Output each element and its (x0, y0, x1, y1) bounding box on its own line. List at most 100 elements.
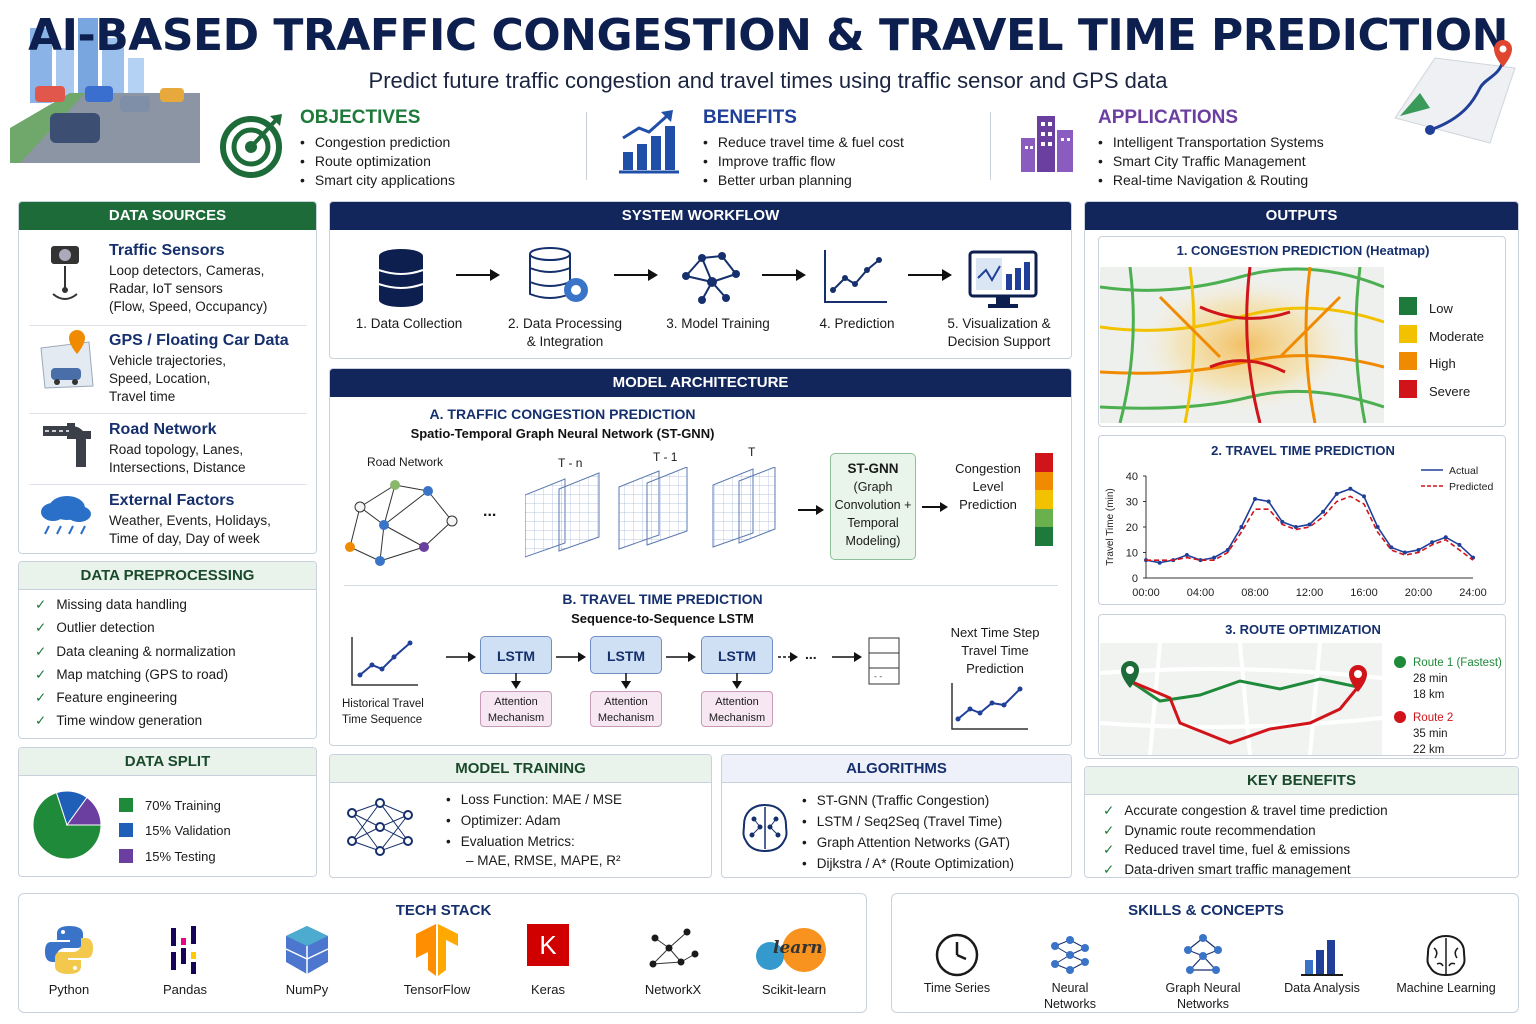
skill-item: Neural Networks (1015, 932, 1125, 1012)
attention-block: Attention Mechanism (701, 691, 773, 727)
data-point (1389, 545, 1394, 550)
arrow-icon (922, 500, 948, 518)
historical-sequence-label: Historical Travel Time Sequence (342, 698, 424, 726)
x-tick-label: 12:00 (1296, 587, 1324, 599)
svg-text:- -: - - (874, 672, 882, 681)
list-item: Smart City Traffic Management (1098, 152, 1324, 171)
data-source-description: Loop detectors, Cameras, Radar, IoT sens… (109, 263, 268, 314)
data-point (1362, 494, 1366, 499)
arrow-icon (666, 650, 696, 668)
algorithms-heading: ALGORITHMS (722, 755, 1071, 783)
list-item: Smart city applications (300, 171, 455, 190)
data-preprocessing-panel: DATA PREPROCESSING Missing data handling… (18, 561, 317, 739)
lstm-block: LSTM (590, 636, 662, 674)
header-map-illustration (1385, 38, 1525, 148)
data-source-description: Vehicle trajectories, Speed, Location, T… (109, 353, 227, 404)
route-dot (1394, 656, 1406, 668)
time-step-label: T - 1 (653, 450, 678, 464)
data-point (1375, 525, 1380, 529)
list-item: Route optimization (300, 152, 455, 171)
output-sequence-icon: - - (868, 637, 900, 690)
brain-icon (1386, 932, 1506, 980)
applications-section: APPLICATIONS Intelligent Transportation … (1098, 107, 1324, 190)
model-training-panel: MODEL TRAINING Loss Function: MAE / MSE … (329, 754, 712, 878)
data-point (1321, 509, 1326, 514)
page-subtitle: Predict future traffic congestion and tr… (368, 68, 1168, 93)
key-benefits-list: Accurate congestion & travel time predic… (1103, 801, 1387, 879)
route-dot (1394, 711, 1406, 723)
legend-item: 15% Validation (119, 823, 231, 838)
arrow-icon (832, 650, 862, 668)
data-point (1334, 491, 1339, 496)
data-point (1198, 558, 1203, 563)
header-city-illustration (10, 18, 200, 163)
data-point (1293, 525, 1298, 529)
route-legend-item: Route 1 (Fastest) 28 min 18 km (1394, 655, 1502, 703)
skill-item: Data Analysis (1267, 932, 1377, 996)
list-item: Optimizer: Adam (446, 810, 622, 831)
arrow-icon (908, 267, 952, 288)
python-icon (14, 924, 124, 982)
list-item: Reduce travel time & fuel cost (703, 133, 904, 152)
legend-swatch (1399, 380, 1417, 398)
skills-heading: SKILLS & CONCEPTS (1128, 902, 1284, 919)
data-split-heading: DATA SPLIT (19, 748, 316, 776)
x-tick-label: 00:00 (1132, 587, 1160, 599)
visualization-icon (968, 250, 1038, 315)
data-processing-icon (528, 246, 594, 313)
divider (29, 325, 307, 326)
gps-car-icon (39, 330, 95, 397)
bar-chart-icon (1267, 932, 1377, 980)
next-step-label: Next Time Step Travel Time Prediction (950, 625, 1040, 676)
arrow-icon (620, 673, 632, 694)
legend-label: Predicted (1449, 481, 1494, 493)
arrow-icon (446, 650, 476, 668)
list-item: Dijkstra / A* (Route Optimization) (802, 853, 1014, 874)
data-point (1280, 519, 1285, 524)
list-item: Congestion prediction (300, 133, 455, 152)
legend-item: Severe (1399, 380, 1470, 399)
skills-panel: SKILLS & CONCEPTS Time Series Neural Net… (891, 893, 1519, 1013)
card-title: 3. ROUTE OPTIMIZATION (1225, 622, 1381, 637)
legend-item: Low (1399, 297, 1453, 316)
tech-stack-panel: TECH STACK Python Pandas NumPy TensorFlo… (18, 893, 867, 1013)
prediction-icon (823, 248, 889, 311)
data-point (1184, 553, 1189, 558)
list-item: Better urban planning (703, 171, 904, 190)
legend-item: High (1399, 352, 1456, 371)
arrow-icon (778, 650, 798, 668)
outputs-panel: OUTPUTS 1. CONGESTION PREDICTION (Heatma… (1084, 201, 1519, 759)
keras-icon: K (493, 924, 603, 982)
workflow-step-label: 3. Model Training (666, 316, 770, 331)
arrow-icon (731, 673, 743, 694)
list-item: Graph Attention Networks (GAT) (802, 832, 1014, 853)
page-title: AI-BASED TRAFFIC CONGESTION & TRAVEL TIM… (28, 10, 1508, 61)
data-point (1225, 547, 1230, 552)
data-source-title: GPS / Floating Car Data (109, 332, 289, 349)
arrow-icon (510, 673, 522, 694)
objectives-heading: OBJECTIVES (300, 107, 421, 128)
model-architecture-heading: MODEL ARCHITECTURE (330, 369, 1071, 397)
skill-item: Machine Learning (1386, 932, 1506, 996)
data-point (1348, 486, 1353, 491)
congestion-output-label: Congestion Level Prediction (955, 461, 1021, 512)
data-source-title: Traffic Sensors (109, 242, 225, 259)
key-benefits-heading: KEY BENEFITS (1085, 767, 1518, 795)
section-a-subtitle: Spatio-Temporal Graph Neural Network (ST… (410, 426, 715, 441)
objectives-list: Congestion prediction Route optimization… (300, 133, 455, 190)
data-source-description: Weather, Events, Holidays, Time of day, … (109, 513, 271, 546)
y-axis-label: Travel Time (min) (1105, 488, 1116, 565)
objectives-icon (218, 112, 284, 183)
tech-item-pandas: Pandas (130, 924, 240, 997)
workflow-step-label: 1. Data Collection (355, 316, 463, 331)
x-tick-label: 08:00 (1241, 587, 1269, 599)
travel-time-chart: 0 10 20 30 40 00:00 04:00 08:00 12:00 16:00 20:00 2… (1105, 465, 1494, 599)
list-item: LSTM / Seq2Seq (Travel Time) (802, 811, 1014, 832)
applications-list: Intelligent Transportation Systems Smart… (1098, 133, 1324, 190)
list-item: Evaluation Metrics: (446, 831, 622, 852)
lstm-block: LSTM (480, 636, 552, 674)
weather-icon (37, 492, 95, 545)
section-b-subtitle: Sequence-to-Sequence LSTM (571, 611, 754, 626)
ellipsis: ... (805, 646, 817, 662)
model-training-icon (678, 248, 744, 311)
